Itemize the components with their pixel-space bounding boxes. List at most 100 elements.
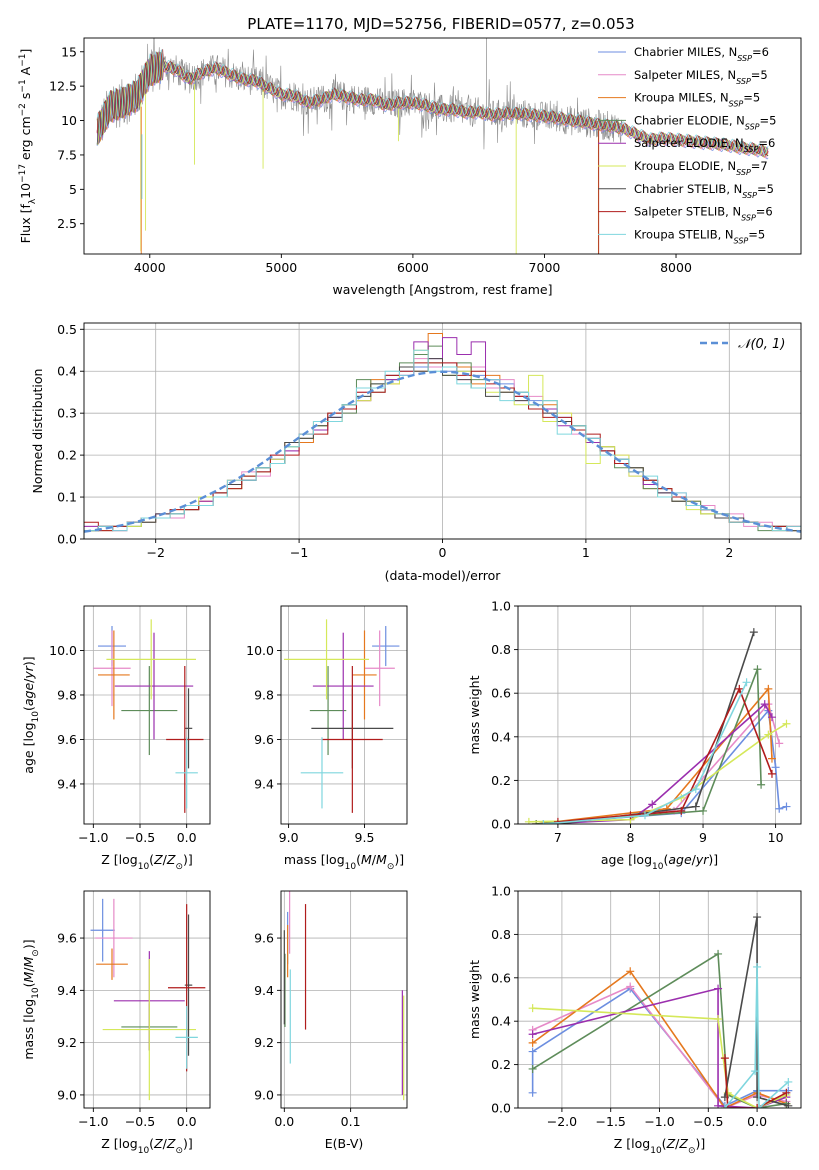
axes-frame [517, 605, 802, 825]
x-tick-label: 9.0 [279, 830, 299, 845]
normal-curve [84, 370, 801, 533]
y-tick-label: 0.0 [491, 817, 511, 832]
label-part: 10 [345, 862, 357, 872]
legend-text: Chabrier STELIB, N [634, 182, 742, 196]
label-part: ( [21, 706, 36, 711]
x-tick-label: −0.5 [125, 1114, 155, 1129]
x-axis-label: (data-model)/error [385, 568, 502, 583]
x-axis-label: wavelength [Angstrom, rest frame] [332, 282, 552, 297]
x-tick-label: 0.0 [177, 830, 197, 845]
model-spectrum-salpeter-stelib [96, 49, 769, 156]
label-part: 10 [650, 1146, 662, 1156]
y-tick-label: 0.4 [491, 729, 511, 744]
panel-age_vs_Z: −1.0 −0.5 0.09.49.69.810.0Z [log10(Z/Z⊙)]a… [21, 605, 211, 872]
y-tick-label: 1.0 [491, 884, 511, 899]
axes-frame [83, 605, 211, 825]
legend-suffix: =5 [757, 182, 774, 196]
legend-text: Chabrier ELODIE, N [634, 113, 745, 127]
weight-marker [782, 1088, 791, 1097]
y-tick-label: 0.6 [491, 970, 511, 985]
label-part: Z [678, 1136, 688, 1151]
error-point-kroupa-miles [96, 948, 128, 980]
legend-sub: SSP [741, 213, 756, 222]
weight-series-kroupa-stelib [539, 678, 751, 824]
weight-marker [767, 769, 776, 778]
legend-suffix: =5 [760, 113, 777, 127]
label-part: ( [21, 983, 36, 988]
y-tick-label: 0.1 [57, 490, 77, 505]
y-tick-label: 9.6 [254, 931, 274, 946]
y-tick-label: 15 [61, 44, 77, 59]
label-part: −1 [18, 79, 28, 92]
label-part: Z [166, 1136, 176, 1151]
x-axis-label: Z [log10(Z/Z⊙)] [101, 1136, 193, 1156]
legend-suffix: =5 [751, 68, 768, 82]
error-point-chabrier-elodie [309, 666, 347, 756]
label-part: Z [log [614, 1136, 650, 1151]
x-tick-label: 0 [439, 545, 447, 560]
label-part: / [21, 678, 36, 683]
label-part: )] [21, 656, 36, 666]
y-tick-label: 10.0 [246, 643, 274, 658]
label-part: A [18, 66, 33, 79]
x-tick-label: 6000 [397, 260, 429, 275]
x-tick-label: 8 [626, 830, 634, 845]
ticks: −2.0 −1.5 −1.0 −0.5 0.0 0.0 0.2 0.4 0.6 0.8 1.0 [491, 884, 767, 1130]
label-part: M [21, 972, 36, 983]
y-tick-label: 12.5 [49, 79, 77, 94]
y-tick-label: 9.8 [57, 687, 77, 702]
label-part: mass [log [284, 852, 345, 867]
weight-line [536, 686, 773, 824]
panel-residual_hist: −2 −1 0 1 2 0.0 0.1 0.2 0.3 0.4 0.5 (data-model)/er… [30, 322, 802, 583]
label-part: )] [695, 1136, 705, 1151]
legend-label: Chabrier ELODIE, NSSP=5 [634, 113, 776, 130]
legend-label: Salpeter ELODIE, NSSP=6 [634, 136, 775, 154]
y-tick-label: 10.0 [49, 643, 77, 658]
legend-text: Chabrier MILES, N [634, 45, 737, 59]
legend-text: Kroupa ELODIE, N [634, 159, 736, 173]
y-tick-label: 9.6 [57, 931, 77, 946]
weight-marker [714, 1015, 723, 1024]
legend-sub: SSP [745, 122, 760, 131]
y-axis-label: Flux [fλ10−17 erg cm−2 s−1 A−1] [18, 49, 38, 244]
x-tick-label: 0.1 [341, 1114, 361, 1129]
ticks: −2 −1 0 1 2 0.0 0.1 0.2 0.3 0.4 0.5 [57, 322, 733, 560]
label-part: ⊙ [175, 862, 183, 872]
label-part: 10 [652, 862, 664, 872]
legend-label: Kroupa STELIB, NSSP=5 [634, 227, 765, 245]
legend-sub: SSP [734, 236, 749, 245]
weight-line [532, 970, 787, 1108]
legend-text: Kroupa STELIB, N [634, 227, 734, 241]
y-tick-label: 7.5 [57, 147, 77, 162]
panel-mass_vs_ebv: 0.0 0.1 9.0 9.2 9.4 9.6 E(B-V) [254, 890, 408, 1151]
error-point-chabrier-elodie [121, 666, 178, 756]
ticks: 9.0 9.5 9.4 9.6 9.8 10.0 [246, 643, 374, 845]
ticks: 7 8 9 10 0.0 0.2 0.4 0.6 0.8 1.0 [491, 599, 783, 846]
label-part: mass [log [21, 999, 36, 1060]
x-tick-label: −1 [290, 545, 308, 560]
legend-label: 𝒩(0, 1) [738, 337, 785, 352]
label-part: 10 [31, 711, 41, 723]
y-axis-label: mass weight [467, 675, 482, 754]
x-tick-label: 4000 [134, 260, 166, 275]
weight-marker [764, 684, 773, 693]
label-part: age [log [601, 852, 652, 867]
panel-mass_vs_Z: −1.0 −0.5 0.09.09.29.49.6Z [log10(Z/Z⊙)]ma… [21, 890, 211, 1156]
weight-marker [753, 962, 762, 971]
label-part: 10 [31, 987, 41, 999]
y-tick-label: 9.2 [254, 1035, 274, 1050]
error-point-kroupa-stelib [175, 737, 198, 809]
y-tick-label: 10 [61, 113, 77, 128]
x-tick-label: −1.0 [78, 830, 108, 845]
label-part: 10 [138, 862, 150, 872]
y-tick-label: 0.8 [491, 642, 511, 657]
weight-marker [528, 1030, 537, 1039]
legend-suffix: =6 [752, 45, 769, 59]
label-part: ⊙ [688, 1146, 696, 1156]
label-part: Flux [f [18, 204, 33, 244]
legend-label: Kroupa MILES, NSSP=5 [634, 91, 760, 109]
x-tick-label: 0.0 [747, 1114, 767, 1129]
legend-sub: SSP [736, 76, 751, 85]
label-part: −2 [18, 103, 28, 116]
